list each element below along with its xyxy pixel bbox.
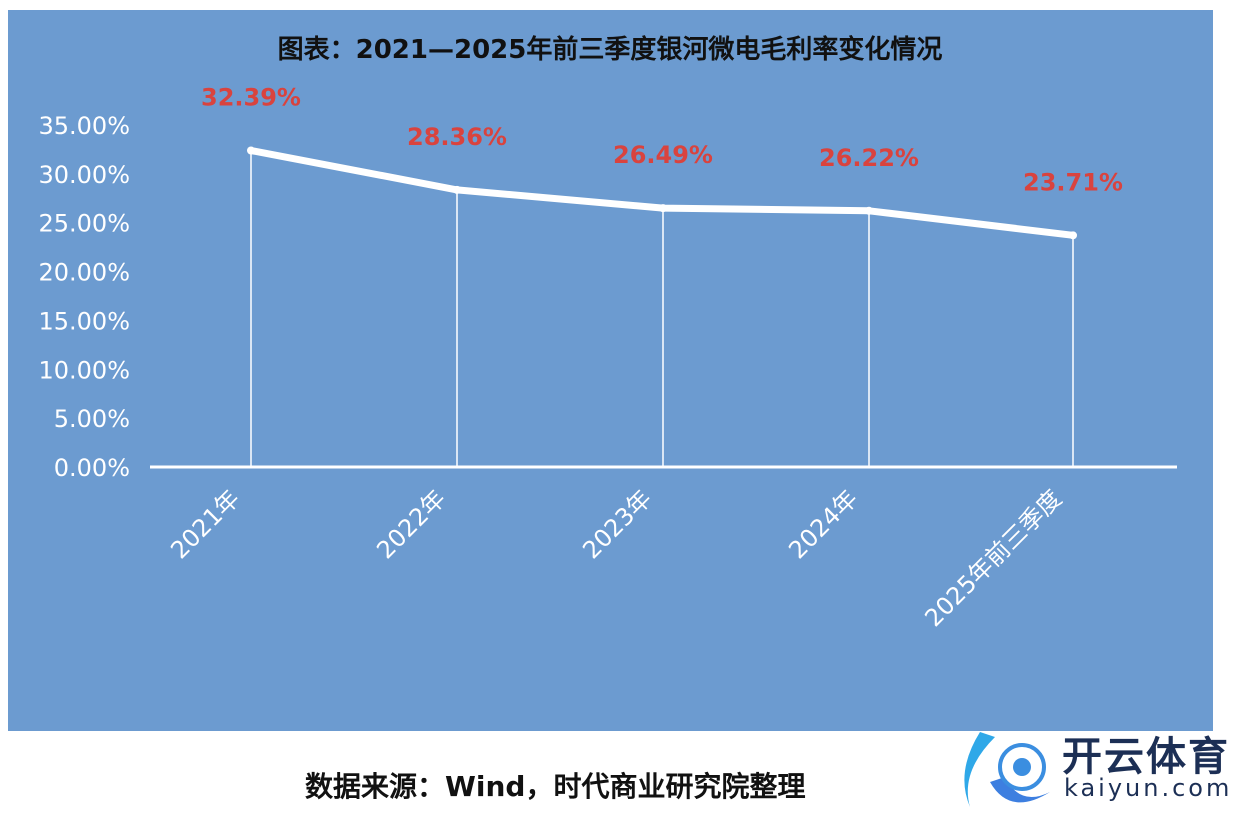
data-point [865,206,873,215]
chart-title: 图表：2021—2025年前三季度银河微电毛利率变化情况 [278,34,943,65]
x-tick-label: 2022年 [371,484,451,564]
data-label: 23.71% [1023,168,1123,196]
x-tick-label: 2023年 [577,484,657,564]
data-point [659,204,667,213]
watermark-en: kaiyun.com [1064,774,1233,802]
y-tick-label: 15.00% [38,307,130,335]
y-tick-label: 5.00% [54,405,130,433]
x-tick-label: 2024年 [783,484,863,564]
data-label: 32.39% [201,84,301,112]
data-label: 26.49% [613,141,713,169]
data-point [1069,231,1077,240]
x-tick-label: 2025年前三季度 [919,484,1067,632]
y-tick-label: 25.00% [38,210,130,238]
watermark-logo: 开云体育 kaiyun.com [950,722,1230,812]
y-tick-label: 30.00% [38,161,130,189]
data-point [453,185,461,194]
watermark-cn: 开云体育 [1062,734,1230,780]
y-tick-label: 10.00% [38,356,130,384]
y-tick-label: 20.00% [38,259,130,287]
data-label: 26.22% [819,144,919,172]
y-tick-label: 35.00% [38,112,130,140]
kaiyun-logo-icon [964,732,1050,807]
y-tick-label: 0.00% [54,454,130,482]
source-note: 数据来源：Wind，时代商业研究院整理 [305,770,806,803]
data-label: 28.36% [407,123,507,151]
chart-panel [8,10,1213,731]
x-tick-label: 2021年 [165,484,245,564]
data-point [247,146,255,155]
